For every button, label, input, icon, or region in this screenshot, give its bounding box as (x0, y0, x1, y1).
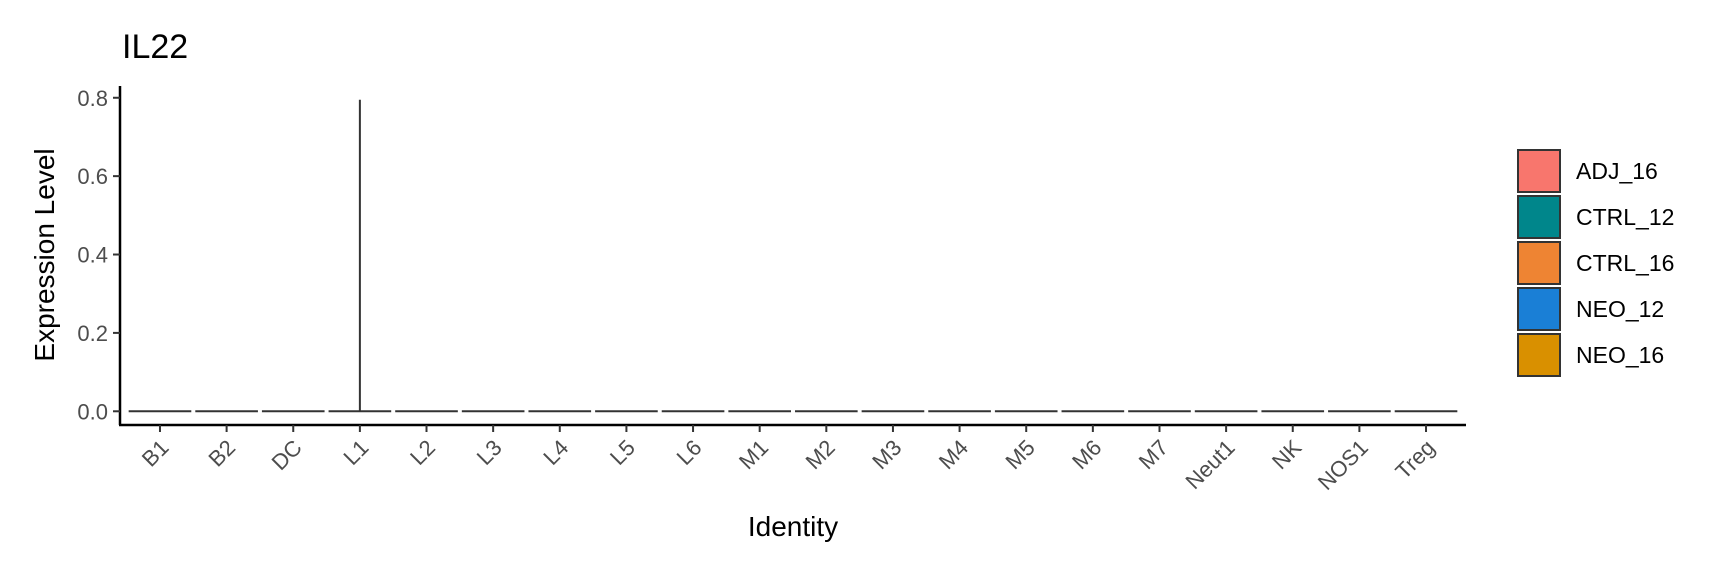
x-tick-label: M3 (867, 435, 906, 474)
y-tick-label: 0.0 (77, 399, 108, 424)
x-tick-label: M6 (1067, 435, 1106, 474)
x-tick-label: L2 (405, 435, 440, 470)
x-tick-label: M4 (934, 435, 973, 474)
x-tick-label: Neut1 (1180, 435, 1239, 494)
x-tick-label: M7 (1134, 435, 1173, 474)
x-tick-label: B2 (203, 435, 240, 472)
x-axis-ticks: B1 B2 DC L1 L2 L3 L4 L5 L6 M1 M2 M3 M4 M5 M6 M7 Neut1 NK N… (137, 425, 1440, 495)
y-axis-ticks: 0.0 0.2 0.4 0.6 0.8 (77, 86, 120, 424)
y-tick-label: 0.6 (77, 164, 108, 189)
x-tick-label: M2 (801, 435, 840, 474)
y-tick-label: 0.2 (77, 321, 108, 346)
x-tick-label: L6 (672, 435, 707, 470)
legend-label: ADJ_16 (1576, 158, 1658, 184)
x-tick-label: M5 (1000, 435, 1039, 474)
x-axis-title: Identity (748, 511, 838, 542)
y-axis-title: Expression Level (29, 148, 60, 361)
legend-key-ctrl-12 (1517, 195, 1561, 239)
chart-title: IL22 (122, 28, 188, 66)
x-tick-label: B1 (137, 435, 174, 472)
x-tick-label: M1 (734, 435, 773, 474)
legend-key-ctrl-16 (1517, 241, 1561, 285)
x-tick-label: Treg (1390, 435, 1439, 484)
violin-L1 (328, 99, 392, 413)
x-tick-label: L3 (472, 435, 507, 470)
x-tick-label: L1 (338, 435, 373, 470)
x-tick-label: NOS1 (1313, 435, 1373, 495)
x-tick-label: NK (1267, 435, 1307, 475)
x-tick-label: L5 (605, 435, 640, 470)
legend-key-adj-16 (1517, 149, 1561, 193)
violin-marks (128, 99, 1458, 413)
y-tick-label: 0.8 (77, 86, 108, 111)
y-tick-label: 0.4 (77, 243, 108, 268)
legend-label: NEO_12 (1576, 296, 1664, 322)
legend-label: CTRL_16 (1576, 250, 1674, 276)
legend-label: CTRL_12 (1576, 204, 1674, 230)
x-tick-label: L4 (538, 435, 573, 470)
legend-key-neo-12 (1517, 287, 1561, 331)
x-tick-label: DC (267, 435, 307, 475)
legend-label: NEO_16 (1576, 342, 1664, 368)
legend: ADJ_16 CTRL_12 CTRL_16 NEO_12 NEO_16 (1517, 149, 1674, 377)
legend-key-neo-16 (1517, 333, 1561, 377)
